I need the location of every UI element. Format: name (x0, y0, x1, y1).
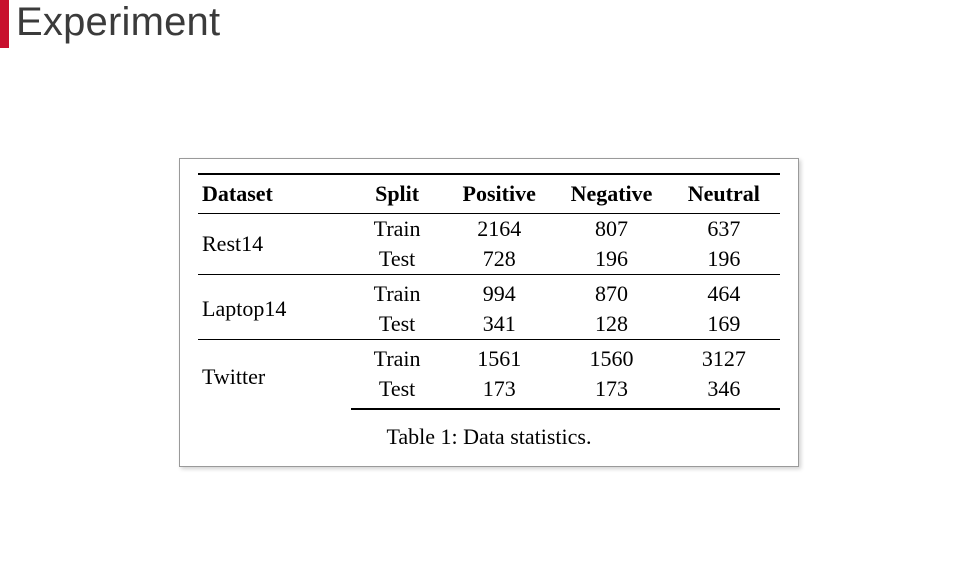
table-header-row: Dataset Split Positive Negative Neutral (198, 174, 780, 214)
cell-neutral: 464 (668, 275, 780, 310)
cell-negative: 870 (555, 275, 667, 310)
slide-title: Experiment (16, 0, 220, 45)
table-row: Twitter Train 1561 1560 3127 (198, 340, 780, 375)
cell-dataset: Laptop14 (198, 275, 351, 340)
cell-neutral: 169 (668, 309, 780, 340)
data-table-frame: Dataset Split Positive Negative Neutral … (179, 158, 799, 467)
cell-dataset: Twitter (198, 340, 351, 410)
cell-split: Test (351, 309, 443, 340)
data-statistics-table: Dataset Split Positive Negative Neutral … (198, 173, 780, 410)
cell-positive: 728 (443, 244, 555, 275)
cell-positive: 2164 (443, 214, 555, 245)
cell-neutral: 196 (668, 244, 780, 275)
cell-positive: 173 (443, 374, 555, 409)
col-header-dataset: Dataset (198, 174, 351, 214)
cell-dataset: Rest14 (198, 214, 351, 275)
cell-negative: 807 (555, 214, 667, 245)
cell-negative: 1560 (555, 340, 667, 375)
table-caption: Table 1: Data statistics. (198, 424, 780, 450)
accent-bar (0, 0, 9, 48)
slide: Experiment Dataset Split Positive Negati… (0, 0, 974, 581)
cell-split: Test (351, 374, 443, 409)
cell-split: Train (351, 340, 443, 375)
col-header-negative: Negative (555, 174, 667, 214)
cell-split: Test (351, 244, 443, 275)
col-header-split: Split (351, 174, 443, 214)
cell-positive: 341 (443, 309, 555, 340)
cell-negative: 173 (555, 374, 667, 409)
cell-negative: 196 (555, 244, 667, 275)
cell-neutral: 637 (668, 214, 780, 245)
col-header-neutral: Neutral (668, 174, 780, 214)
cell-split: Train (351, 275, 443, 310)
col-header-positive: Positive (443, 174, 555, 214)
table-row: Laptop14 Train 994 870 464 (198, 275, 780, 310)
cell-split: Train (351, 214, 443, 245)
cell-positive: 1561 (443, 340, 555, 375)
cell-negative: 128 (555, 309, 667, 340)
cell-positive: 994 (443, 275, 555, 310)
cell-neutral: 346 (668, 374, 780, 409)
cell-neutral: 3127 (668, 340, 780, 375)
table-row: Rest14 Train 2164 807 637 (198, 214, 780, 245)
